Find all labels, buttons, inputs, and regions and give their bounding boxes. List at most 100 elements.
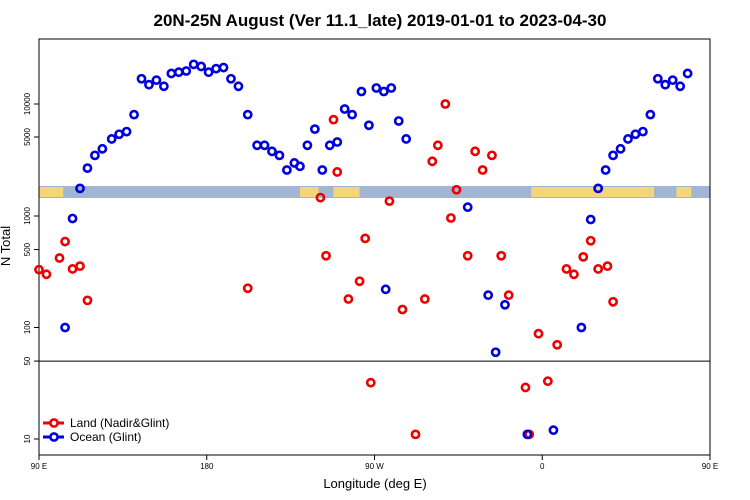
land-point xyxy=(432,140,443,151)
ocean-point xyxy=(121,126,132,137)
ocean-point xyxy=(623,134,633,144)
land-point xyxy=(54,253,65,263)
ocean-point xyxy=(226,73,236,84)
ocean-point xyxy=(106,134,117,144)
ocean-point xyxy=(682,68,693,79)
y-tick-label: 50 xyxy=(23,356,32,365)
land-point xyxy=(520,382,531,393)
ocean-point xyxy=(608,150,618,161)
map-land-patch xyxy=(299,187,319,197)
ocean-point xyxy=(302,140,313,151)
land-point xyxy=(533,328,544,339)
x-axis: 90 E 180 90 W 0 90 E xyxy=(31,455,718,471)
ocean-point xyxy=(667,75,678,86)
land-point xyxy=(427,156,438,167)
land-point xyxy=(542,376,553,387)
ocean-point xyxy=(274,150,285,161)
ocean-point xyxy=(576,322,587,333)
ocean-point xyxy=(233,81,244,92)
ocean-point xyxy=(490,347,501,358)
land-point xyxy=(578,251,589,262)
ocean-point xyxy=(615,143,626,154)
ocean-point xyxy=(242,109,253,120)
ocean-point xyxy=(252,140,262,151)
ocean-point xyxy=(181,66,192,76)
land-point xyxy=(410,429,421,440)
ocean-point xyxy=(90,150,100,161)
ocean-point xyxy=(281,165,292,175)
ocean-point xyxy=(332,137,343,147)
ocean-point xyxy=(295,161,305,172)
land-point xyxy=(451,184,462,195)
ocean-point xyxy=(173,67,184,78)
ocean-point xyxy=(324,140,335,151)
land-point xyxy=(593,264,604,274)
land-point xyxy=(75,261,85,272)
ocean-point xyxy=(660,79,671,90)
legend-label-ocean: Ocean (Glint) xyxy=(70,430,141,444)
land-point xyxy=(487,150,497,161)
chart-title: 20N-25N August (Ver 11.1_late) 2019-01-0… xyxy=(154,11,607,30)
land-point xyxy=(608,296,618,307)
land-point xyxy=(419,294,430,304)
map-land-patch xyxy=(676,187,692,197)
ocean-point xyxy=(356,86,367,97)
ocean-point xyxy=(144,79,154,90)
land-point xyxy=(321,250,331,261)
land-point xyxy=(34,264,44,275)
legend-label-land: Land (Nadir&Glint) xyxy=(70,416,169,430)
land-point xyxy=(602,261,613,272)
ocean-point xyxy=(500,299,510,310)
ocean-point xyxy=(136,73,147,84)
ocean-point xyxy=(386,83,397,93)
ocean-point xyxy=(522,429,533,440)
ocean-point xyxy=(483,290,494,301)
land-point xyxy=(477,165,488,175)
ocean-point xyxy=(114,129,125,140)
y-tick-label: 1000 xyxy=(23,207,32,225)
ocean-point xyxy=(317,165,328,175)
legend: Land (Nadir&Glint)Ocean (Glint) xyxy=(43,416,169,444)
land-point xyxy=(585,235,596,246)
land-point xyxy=(503,290,514,301)
ocean-point xyxy=(188,59,199,70)
x-tick-label: 0 xyxy=(540,462,545,471)
map-land-patch xyxy=(333,187,360,197)
land-point xyxy=(332,167,343,177)
x-tick-label: 90 E xyxy=(702,462,718,471)
x-tick-label: 180 xyxy=(200,462,214,471)
land-point xyxy=(315,192,326,203)
ocean-point xyxy=(675,81,686,92)
y-tick-label: 5000 xyxy=(23,128,32,146)
ocean-point xyxy=(347,109,358,120)
ocean-point xyxy=(638,126,648,137)
land-point xyxy=(496,250,507,261)
map-background-band xyxy=(39,186,710,198)
land-point xyxy=(552,339,563,350)
land-point xyxy=(328,114,339,125)
land-point xyxy=(470,146,481,157)
land-point xyxy=(384,196,395,207)
data-points xyxy=(34,59,693,440)
ocean-point xyxy=(211,63,221,74)
land-point xyxy=(561,264,572,274)
y-axis-label: N Total xyxy=(0,226,13,266)
x-tick-label: 90 E xyxy=(31,462,47,471)
land-point xyxy=(360,233,371,244)
ocean-point xyxy=(401,134,412,144)
ocean-point xyxy=(548,425,559,436)
ocean-point xyxy=(259,140,270,151)
land-point xyxy=(41,269,52,280)
land-point xyxy=(242,283,253,294)
ocean-point xyxy=(339,104,350,114)
x-tick-label: 90 W xyxy=(365,462,384,471)
x-axis-label: Longitude (deg E) xyxy=(323,476,426,491)
land-point xyxy=(60,236,70,247)
y-axis: 10 50 100 500 1000 5000 10000 xyxy=(23,92,39,443)
ocean-point xyxy=(60,322,70,333)
ocean-point xyxy=(393,116,404,126)
ocean-point xyxy=(585,214,596,225)
ocean-point xyxy=(97,143,108,154)
ocean-point xyxy=(196,61,207,72)
